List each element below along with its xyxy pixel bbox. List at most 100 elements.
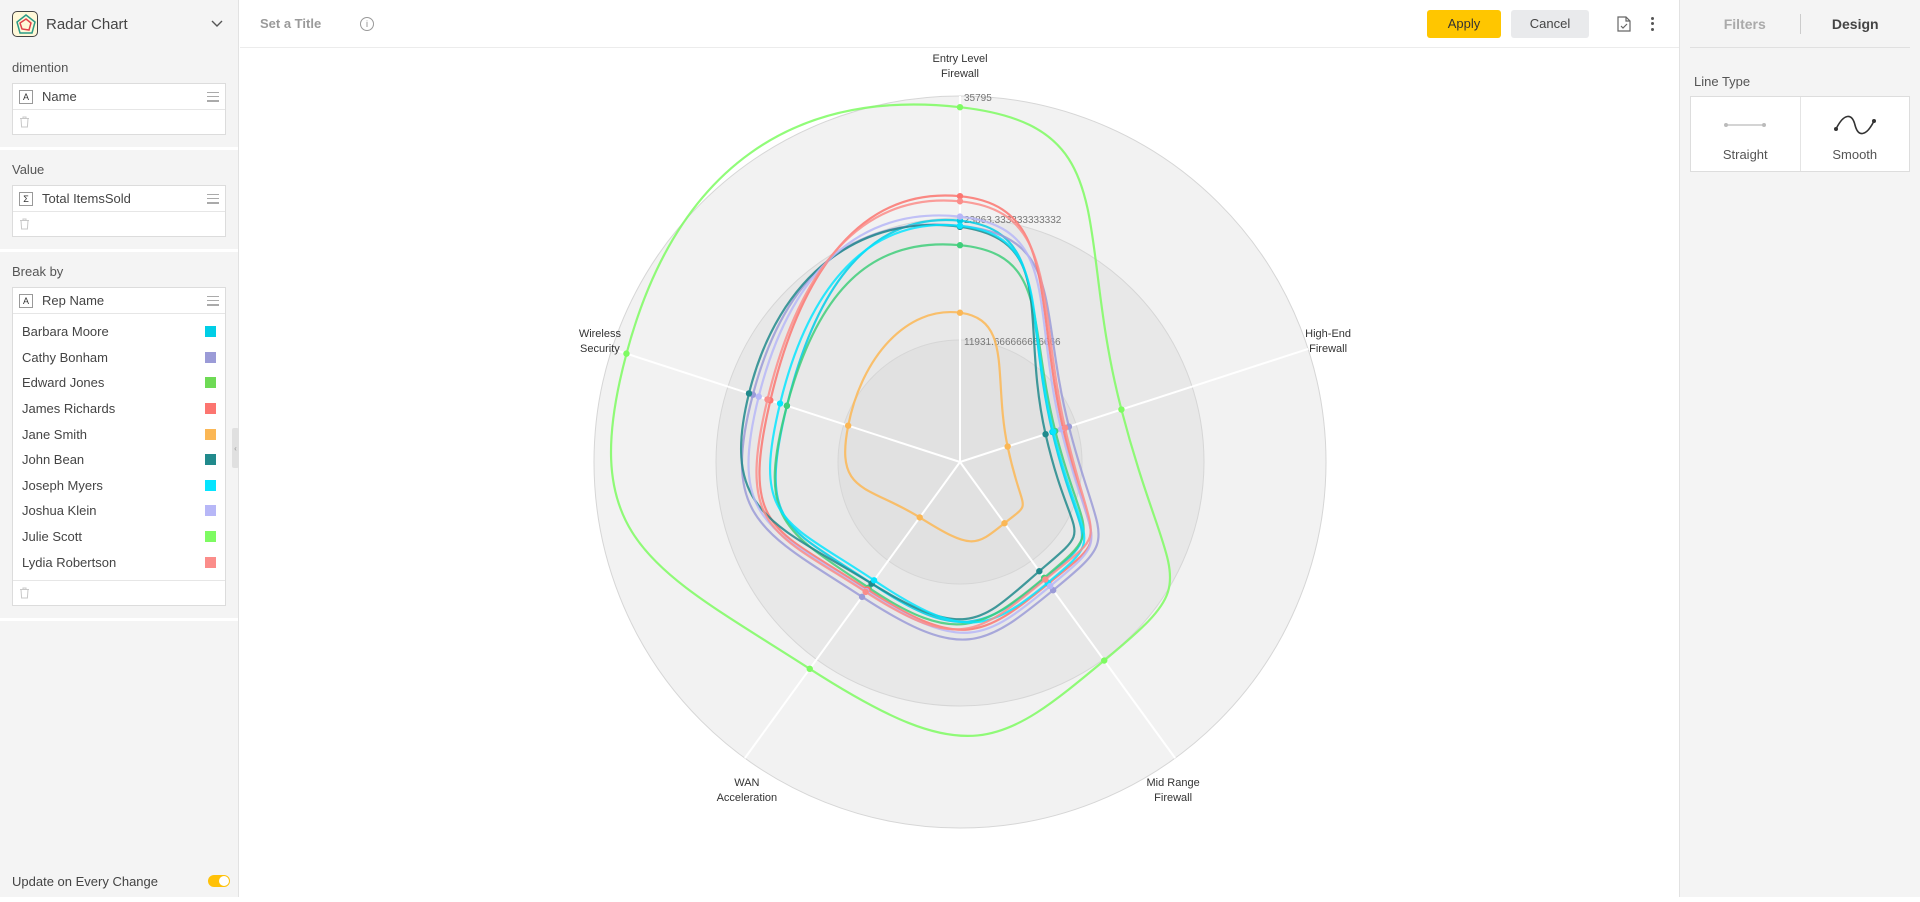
- dimension-field[interactable]: A Name: [13, 84, 225, 110]
- radar-data-point: [916, 514, 923, 521]
- info-icon[interactable]: i: [360, 16, 374, 31]
- radar-data-point: [870, 577, 878, 584]
- legend-item[interactable]: Edward Jones: [13, 370, 225, 396]
- value-drop-zone[interactable]: [13, 212, 225, 236]
- radar-data-point: [1042, 576, 1049, 583]
- dimension-drop-zone[interactable]: [13, 110, 225, 134]
- radar-spoke: [744, 461, 961, 759]
- radar-data-point: [1046, 582, 1054, 590]
- radar-data-point: [858, 593, 866, 601]
- break-by-section: Break by A Rep Name Barbara Moore Cathy B…: [0, 252, 238, 621]
- legend-item[interactable]: John Bean: [13, 447, 225, 473]
- legend-color-swatch[interactable]: [205, 403, 216, 415]
- legend-color-swatch[interactable]: [205, 428, 216, 440]
- radar-data-point: [956, 192, 964, 200]
- tab-design[interactable]: Design: [1831, 15, 1879, 32]
- trash-icon[interactable]: [19, 116, 30, 128]
- radar-ring-label: 11931.666666666666: [964, 337, 1061, 348]
- value-label: Value: [12, 162, 45, 177]
- radar-axis-label-line: Firewall: [941, 68, 979, 80]
- tab-filters[interactable]: Filters: [1723, 15, 1766, 32]
- legend-item-label: John Bean: [22, 452, 85, 468]
- radar-data-point: [1042, 430, 1049, 438]
- line-type-straight[interactable]: Straight: [1691, 97, 1801, 171]
- break-by-legend: Barbara Moore Cathy Bonham Edward Jones Jam…: [13, 314, 225, 581]
- legend-item[interactable]: Cathy Bonham: [13, 345, 225, 371]
- chart-type-selector[interactable]: Radar Chart: [0, 0, 238, 48]
- legend-color-swatch[interactable]: [205, 505, 216, 517]
- legend-item[interactable]: Barbara Moore: [13, 319, 225, 345]
- field-type-sum-icon: Σ: [19, 191, 33, 206]
- collapse-left-panel-handle[interactable]: ‹: [232, 428, 239, 468]
- radar-axis-label: WAN Acceleration: [717, 777, 778, 804]
- legend-item-label: Joshua Klein: [22, 503, 97, 519]
- radar-data-point: [862, 588, 869, 596]
- radar-data-point: [764, 396, 771, 403]
- radar-spoke: [959, 347, 1309, 463]
- trash-icon[interactable]: [19, 587, 30, 599]
- dimension-label: dimention: [12, 60, 69, 75]
- legend-color-swatch[interactable]: [205, 326, 216, 338]
- legend-item-label: James Richards: [22, 401, 116, 417]
- document-icon[interactable]: [1617, 15, 1631, 32]
- radar-axis-label-line: Firewall: [1309, 343, 1347, 355]
- field-type-text-icon: A: [19, 293, 33, 308]
- drag-handle-icon[interactable]: [207, 295, 219, 306]
- legend-item[interactable]: Joshua Klein: [13, 498, 225, 524]
- radar-axis-label-line: Security: [580, 343, 620, 355]
- radar-series-line: [773, 243, 1085, 626]
- legend-item[interactable]: Joseph Myers: [13, 473, 225, 499]
- radar-axis-label-line: Acceleration: [717, 792, 778, 804]
- radar-data-point: [956, 103, 964, 111]
- right-panel: Filters Design Line Type Straight Smooth: [1679, 0, 1920, 897]
- radar-data-point: [806, 665, 813, 673]
- field-name: Name: [42, 89, 77, 104]
- field-name: Total ItemsSold: [42, 191, 131, 206]
- radar-axis-label: Entry Level Firewall: [932, 53, 987, 80]
- radar-data-point: [1061, 424, 1069, 432]
- radar-data-point: [623, 350, 630, 357]
- chevron-down-icon[interactable]: [208, 15, 226, 33]
- top-bar: Set a Title i Apply Cancel: [240, 0, 1679, 48]
- update-on-change-toggle[interactable]: [208, 875, 230, 887]
- radar-axis-label-line: Mid Range: [1147, 777, 1200, 789]
- update-on-change-row: Update on Every Change: [12, 869, 230, 893]
- radar-series-line: [844, 311, 1024, 543]
- legend-color-swatch[interactable]: [205, 531, 216, 543]
- radar-axis-label-line: Entry Level: [932, 53, 987, 65]
- line-type-smooth[interactable]: Smooth: [1801, 97, 1910, 171]
- legend-color-swatch[interactable]: [205, 351, 216, 363]
- update-on-change-label: Update on Every Change: [12, 873, 158, 889]
- design-panel-tabs: Filters Design: [1690, 0, 1910, 48]
- legend-color-swatch[interactable]: [205, 556, 216, 568]
- value-field[interactable]: Σ Total ItemsSold: [13, 186, 225, 212]
- chart-title-input[interactable]: Set a Title: [260, 16, 322, 31]
- trash-icon[interactable]: [19, 218, 30, 230]
- legend-color-swatch[interactable]: [205, 454, 216, 466]
- radar-data-point: [1036, 567, 1043, 575]
- dimension-field-box: A Name: [12, 83, 226, 135]
- field-name: Rep Name: [42, 293, 105, 308]
- legend-item[interactable]: Julie Scott: [13, 524, 225, 550]
- dimension-section: dimention A Name: [0, 48, 238, 150]
- legend-color-swatch[interactable]: [205, 377, 216, 389]
- drag-handle-icon[interactable]: [207, 91, 219, 102]
- legend-item[interactable]: Jane Smith: [13, 421, 225, 447]
- apply-button[interactable]: Apply: [1427, 9, 1501, 38]
- radar-series-line: [768, 223, 1086, 624]
- drag-handle-icon[interactable]: [207, 193, 219, 204]
- break-by-drop-zone[interactable]: [13, 581, 225, 605]
- legend-item-label: Joseph Myers: [22, 477, 103, 493]
- radar-data-point: [956, 198, 964, 205]
- legend-item[interactable]: James Richards: [13, 396, 225, 422]
- left-panel: Radar Chart dimention A Name Value Σ Tot…: [0, 0, 239, 897]
- cancel-button[interactable]: Cancel: [1511, 9, 1589, 38]
- radar-spoke: [959, 461, 1176, 759]
- radar-series-line: [755, 199, 1092, 631]
- legend-color-swatch[interactable]: [205, 479, 216, 491]
- legend-item[interactable]: Lydia Robertson: [13, 549, 225, 575]
- break-by-field[interactable]: A Rep Name: [13, 288, 225, 314]
- more-options-icon[interactable]: [1651, 16, 1655, 31]
- toolbar-actions: Apply Cancel: [1427, 9, 1655, 38]
- break-by-label: Break by: [12, 264, 64, 279]
